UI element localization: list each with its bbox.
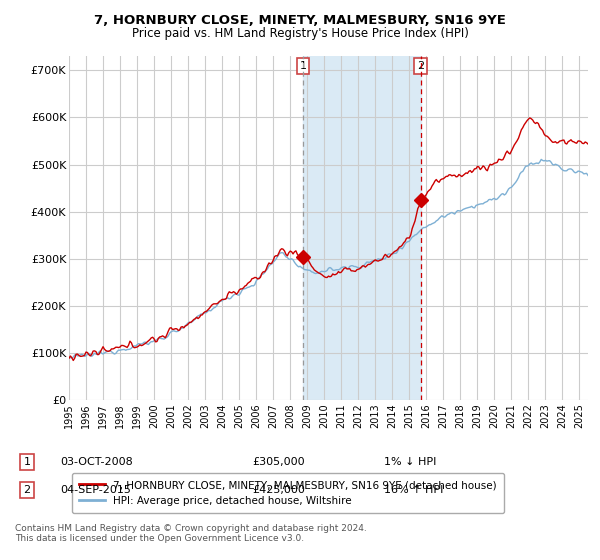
Text: 03-OCT-2008: 03-OCT-2008 xyxy=(60,457,133,467)
Text: £305,000: £305,000 xyxy=(252,457,305,467)
Text: 2: 2 xyxy=(23,485,31,495)
Text: 16% ↑ HPI: 16% ↑ HPI xyxy=(384,485,443,495)
Text: 1: 1 xyxy=(23,457,31,467)
Legend: 7, HORNBURY CLOSE, MINETY, MALMESBURY, SN16 9YE (detached house), HPI: Average p: 7, HORNBURY CLOSE, MINETY, MALMESBURY, S… xyxy=(71,473,504,513)
Text: Price paid vs. HM Land Registry's House Price Index (HPI): Price paid vs. HM Land Registry's House … xyxy=(131,27,469,40)
Bar xyxy=(303,56,421,400)
Text: 04-SEP-2015: 04-SEP-2015 xyxy=(60,485,131,495)
Text: 2: 2 xyxy=(417,61,424,71)
Text: 1% ↓ HPI: 1% ↓ HPI xyxy=(384,457,436,467)
Text: £425,000: £425,000 xyxy=(252,485,305,495)
Text: 1: 1 xyxy=(299,61,307,71)
Text: Contains HM Land Registry data © Crown copyright and database right 2024.
This d: Contains HM Land Registry data © Crown c… xyxy=(15,524,367,543)
Text: 7, HORNBURY CLOSE, MINETY, MALMESBURY, SN16 9YE: 7, HORNBURY CLOSE, MINETY, MALMESBURY, S… xyxy=(94,14,506,27)
